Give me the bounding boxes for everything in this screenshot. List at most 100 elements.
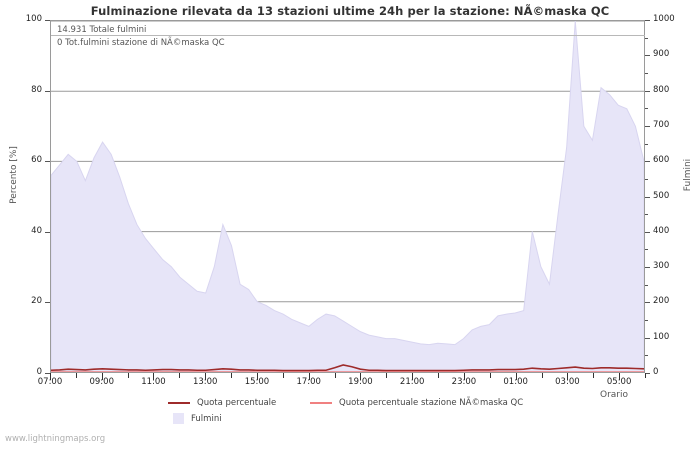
y-tick-left-80: 80 <box>31 84 42 95</box>
y-tickmark-left <box>45 90 50 92</box>
x-tick-2100: 21:00 <box>399 377 425 387</box>
y-tickmark-right-minor <box>645 108 648 110</box>
legend-label: Quota percentuale stazione NÃ©maska QC <box>339 398 524 408</box>
x-tick-2300: 23:00 <box>451 377 477 387</box>
x-tickmark-minor <box>541 373 543 378</box>
x-tickmark-minor <box>231 373 233 378</box>
y-tickmark-left <box>45 20 50 21</box>
x-tickmark-minor <box>127 373 129 378</box>
y-tickmark-right <box>645 302 650 304</box>
y-tick-right-0: 0 <box>653 367 659 377</box>
y-tick-right-100: 100 <box>653 331 670 342</box>
x-tick-1700: 17:00 <box>296 377 321 387</box>
x-tickmark-minor <box>593 373 595 378</box>
plot-svg <box>51 21 644 372</box>
y-tick-right-400: 400 <box>653 225 670 236</box>
legend-line-swatch <box>310 402 332 404</box>
x-tickmark-major <box>619 373 621 380</box>
legend-label: Fulmini <box>191 413 222 424</box>
x-tickmark-major <box>308 373 310 380</box>
y-tickmark-right-minor <box>645 37 648 39</box>
y-tickmark-right-minor <box>645 143 648 145</box>
y-tickmark-right-minor <box>645 72 648 74</box>
x-tickmark-minor <box>386 373 388 378</box>
y-tickmark-left <box>45 373 50 374</box>
x-tickmark-major <box>153 373 155 380</box>
x-tick-0100: 01:00 <box>503 377 528 387</box>
y-tick-right-700: 700 <box>653 119 670 130</box>
x-tick-1900: 19:00 <box>348 377 373 387</box>
x-tickmark-major <box>101 373 103 380</box>
y-tick-left-20: 20 <box>31 296 42 307</box>
annotation-divider <box>51 35 645 36</box>
y-tick-right-200: 200 <box>653 296 670 307</box>
x-tickmark-minor <box>282 373 284 378</box>
y-axis-title-right: Fulmini <box>683 158 693 192</box>
y-tick-right-1000: 1000 <box>653 14 675 24</box>
x-tick-1500: 15:00 <box>244 377 270 387</box>
x-tick-0300: 03:00 <box>555 377 580 387</box>
x-tickmark-major <box>412 373 414 380</box>
x-tickmark-major <box>515 373 517 380</box>
legend-line-swatch <box>168 402 190 404</box>
x-tick-1300: 13:00 <box>192 377 218 387</box>
y-tickmark-right <box>645 337 650 339</box>
y-tick-right-300: 300 <box>653 261 670 272</box>
y-tickmark-right <box>645 196 650 198</box>
legend-item[interactable]: Fulmini <box>168 413 222 424</box>
annotation-total-lightning: 14.931 Totale fulmini <box>57 25 147 35</box>
x-tickmark-major <box>256 373 258 380</box>
x-tick-0900: 09:00 <box>89 377 114 387</box>
y-tickmark-right-minor <box>645 320 648 322</box>
y-axis-title-left: Percento [%] <box>9 146 19 204</box>
y-tickmark-right-minor <box>645 214 648 216</box>
x-tick-0500: 05:00 <box>606 377 632 387</box>
y-tickmark-left <box>45 231 50 233</box>
x-tickmark-major <box>205 373 207 380</box>
y-tick-left-60: 60 <box>31 155 42 166</box>
x-tickmark-major <box>50 373 51 380</box>
y-tickmark-right <box>645 267 650 269</box>
legend-box-swatch <box>173 413 184 424</box>
y-tickmark-right <box>645 373 650 374</box>
y-tick-right-600: 600 <box>653 155 670 166</box>
y-tickmark-right <box>645 161 650 163</box>
y-tickmark-right-minor <box>645 284 648 286</box>
x-tickmark-minor <box>75 373 77 378</box>
y-tickmark-right <box>645 90 650 92</box>
x-tick-1100: 11:00 <box>141 377 166 387</box>
y-tick-right-900: 900 <box>653 49 670 60</box>
y-tickmark-left <box>45 302 50 304</box>
y-tickmark-right <box>645 55 650 57</box>
y-tickmark-right <box>645 125 650 127</box>
y-tickmark-right-minor <box>645 178 648 180</box>
x-tickmark-minor <box>438 373 440 378</box>
x-tick-0700: 07:00 <box>37 377 63 387</box>
chart-title: Fulminazione rilevata da 13 stazioni ult… <box>90 4 610 18</box>
x-tickmark-major <box>567 373 569 380</box>
y-tick-left-0: 0 <box>36 367 42 377</box>
y-tick-right-500: 500 <box>653 190 670 201</box>
x-axis-title: Orario <box>600 390 629 400</box>
legend-item[interactable]: Quota percentuale stazione NÃ©maska QC <box>310 398 523 409</box>
y-tickmark-right <box>645 231 650 233</box>
y-tickmark-left <box>45 161 50 163</box>
y-tick-left-100: 100 <box>25 14 42 24</box>
y-tick-left-40: 40 <box>31 225 42 236</box>
legend-item[interactable]: Quota percentuale <box>168 398 276 409</box>
x-tickmark-minor <box>645 373 646 378</box>
x-tickmark-minor <box>179 373 181 378</box>
y-tickmark-right-minor <box>645 355 648 357</box>
x-tickmark-major <box>360 373 362 380</box>
annotation-station-lightning: 0 Tot.fulmini stazione di NÃ©maska QC <box>57 38 225 48</box>
x-tickmark-minor <box>489 373 491 378</box>
x-tickmark-minor <box>334 373 336 378</box>
x-tickmark-major <box>463 373 465 380</box>
y-tickmark-right <box>645 20 650 21</box>
y-tickmark-right-minor <box>645 249 648 251</box>
y-tick-right-800: 800 <box>653 84 670 95</box>
legend-label: Quota percentuale <box>197 398 277 408</box>
watermark-footer: www.lightningmaps.org <box>5 434 106 444</box>
plot-area <box>50 20 645 373</box>
